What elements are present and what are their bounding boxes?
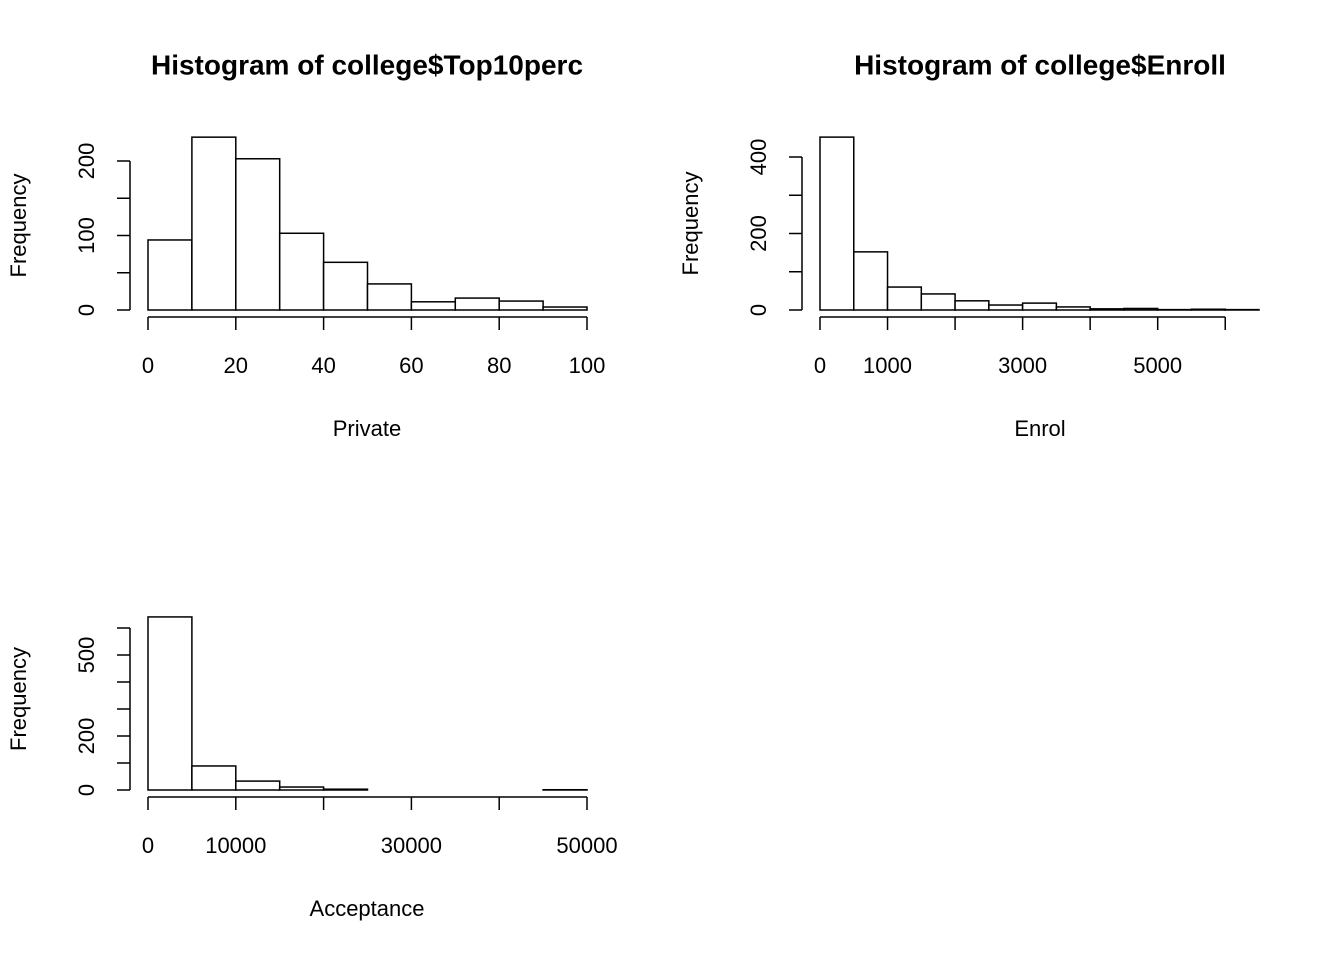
y-tick-label: 100 [74,217,99,254]
y-tick-label: 200 [746,215,771,252]
x-tick-label: 0 [142,353,154,378]
x-tick-label: 1000 [863,353,912,378]
bar [322,261,369,311]
bar [1123,307,1159,311]
y-tick-label: 500 [74,637,99,674]
bar [147,239,193,311]
bar [278,786,325,791]
bar [1190,308,1226,311]
x-tick-label: 0 [142,833,154,858]
y-tick-label: 200 [74,718,99,755]
bar [1021,302,1058,311]
y-tick-label: 200 [74,143,99,180]
x-tick-label: 60 [399,353,423,378]
x-axis-label: Private [333,416,401,441]
bar [191,765,237,791]
bar [454,297,500,311]
y-tick-label: 0 [74,784,99,796]
x-tick-label: 3000 [998,353,1047,378]
bar [191,136,237,311]
bar [498,300,544,311]
x-tick-label: 50000 [556,833,617,858]
bar [853,251,889,311]
x-tick-label: 80 [487,353,511,378]
bar [278,232,325,311]
bar [1089,308,1125,311]
bar [410,301,457,311]
y-tick-label: 0 [746,304,771,316]
bar [954,300,990,311]
bar [920,293,956,311]
x-tick-label: 20 [224,353,248,378]
x-tick-label: 5000 [1133,353,1182,378]
x-axis-label: Acceptance [310,896,425,921]
bar [366,283,413,311]
bar [886,286,923,311]
y-tick-label: 0 [74,304,99,316]
x-tick-label: 0 [814,353,826,378]
y-axis-label: Frequency [6,647,31,751]
x-tick-label: 30000 [381,833,442,858]
x-tick-label: 10000 [205,833,266,858]
bar [542,306,588,311]
bar [235,780,281,791]
bar [147,616,193,791]
bar [819,136,855,311]
x-tick-label: 40 [311,353,335,378]
bar [988,304,1024,311]
bar [1055,306,1091,311]
bar [322,788,369,791]
x-axis-label: Enrol [1014,416,1065,441]
chart-title: Histogram of college$Top10perc [151,49,583,80]
chart-title: Histogram of college$Enroll [854,49,1226,80]
bar [235,158,281,311]
y-axis-label: Frequency [6,174,31,278]
y-tick-label: 400 [746,139,771,176]
x-tick-label: 100 [569,353,606,378]
y-axis-label: Frequency [678,172,703,276]
